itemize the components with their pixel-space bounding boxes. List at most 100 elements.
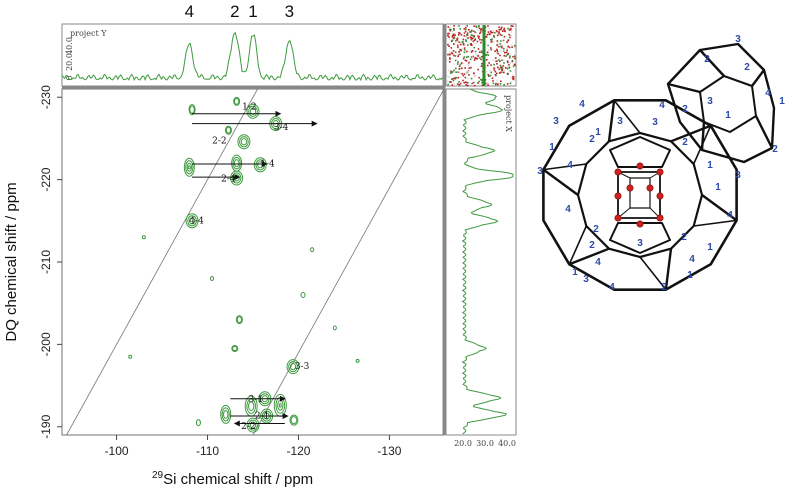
structure-site-label: 2 — [772, 144, 778, 155]
noise-dot — [461, 73, 463, 75]
x-tick-label: -130 — [377, 444, 401, 458]
right-projection-tick-label: 30.0 — [476, 439, 494, 448]
noise-dot — [467, 84, 469, 87]
noise-dot — [491, 40, 493, 43]
contour-ring — [188, 217, 196, 225]
noise-dot — [454, 37, 456, 39]
contour-ring — [248, 105, 258, 117]
atom-red — [656, 214, 664, 222]
structure-site-label: 2 — [589, 240, 595, 251]
noise-dot — [500, 26, 503, 29]
noise-dot — [459, 53, 461, 56]
noise-dot — [495, 66, 497, 69]
noise-dot — [459, 76, 462, 78]
noise-dot — [514, 26, 517, 29]
noise-dot — [468, 64, 470, 66]
noise-dot — [450, 81, 452, 83]
contour-ring — [236, 316, 243, 324]
noise-dot — [503, 62, 505, 64]
noise-dot — [511, 46, 513, 48]
noise-dot — [495, 74, 497, 76]
noise-dot — [466, 81, 469, 84]
noise-dot — [501, 46, 503, 49]
noise-dot — [509, 81, 512, 83]
noise-dot — [494, 70, 497, 73]
noise-dot — [458, 71, 461, 73]
noise-dot — [455, 67, 457, 70]
structure-site-label: 3 — [735, 34, 741, 45]
noise-dot — [507, 65, 509, 68]
noise-dot — [453, 69, 455, 72]
contour-ring — [290, 416, 298, 425]
noise-dot — [470, 83, 473, 86]
contour-ring — [248, 419, 258, 431]
atom-red — [636, 162, 644, 170]
noise-dot — [449, 72, 452, 74]
cross-peak-label: 3-3 — [295, 362, 310, 372]
noise-dot — [477, 35, 479, 37]
noise-dot — [456, 39, 459, 42]
noise-dot — [508, 63, 510, 66]
noise-dot — [497, 83, 499, 85]
noise-dot — [503, 84, 505, 86]
structure-site-label: 3 — [637, 238, 643, 249]
noise-dot — [460, 62, 463, 64]
noise-dot — [452, 50, 455, 52]
noise-dot — [447, 80, 449, 83]
noise-dot — [478, 27, 481, 29]
noise-dot — [466, 32, 469, 34]
noise-dot — [470, 37, 472, 39]
noise-dot — [488, 75, 490, 77]
noise-dot — [489, 74, 492, 77]
noise-dot — [485, 67, 487, 69]
noise-dot — [508, 29, 511, 31]
noise-dot — [495, 48, 498, 51]
noise-dot — [463, 73, 466, 75]
noise-dot — [462, 57, 465, 60]
y-axis-label: DQ chemical shift / ppm — [3, 182, 20, 341]
contour-ring — [286, 359, 300, 375]
noise-dot — [457, 59, 459, 62]
structure-site-label: 4 — [567, 160, 573, 171]
structure-site-label: 3 — [707, 96, 713, 107]
noise-dot — [447, 83, 449, 86]
noise-dot — [479, 57, 481, 59]
noise-dot — [493, 69, 496, 71]
noise-dot — [485, 53, 488, 56]
cage-edge — [609, 222, 671, 254]
noise-dot — [453, 25, 455, 27]
noise-dot — [447, 34, 449, 37]
noise-dot — [496, 34, 499, 37]
noise-dot — [508, 33, 510, 36]
noise-dot — [459, 48, 461, 51]
noise-dot — [451, 31, 454, 33]
cage-edge — [664, 248, 673, 290]
noise-dot — [480, 41, 482, 44]
noise-dot — [467, 28, 469, 31]
cage-edge — [667, 82, 701, 94]
noise-dot — [473, 46, 475, 49]
cross-peak-label: 2-2 — [212, 136, 227, 146]
noise-dot — [501, 69, 504, 71]
cage-edge — [699, 49, 725, 77]
noise-dot — [464, 59, 467, 62]
contour-ring — [235, 315, 243, 325]
noise-dot — [477, 55, 480, 57]
atom-red — [646, 184, 654, 192]
cage-edge — [607, 100, 616, 142]
noise-dot — [500, 45, 502, 48]
noise-dot — [479, 32, 481, 35]
contour-ring — [224, 125, 232, 135]
structure-site-label: 1 — [595, 127, 601, 138]
noise-dot — [498, 59, 500, 61]
noise-dot — [473, 84, 476, 87]
noise-dot — [456, 38, 458, 40]
noise-dot — [463, 47, 466, 49]
cross-peak-label: 2-2 — [241, 422, 256, 432]
noise-dot — [459, 32, 461, 35]
noise-dot — [450, 78, 453, 80]
noise-dot — [472, 30, 475, 32]
y-tick-label: -210 — [39, 250, 53, 274]
y-tick-label: -200 — [39, 332, 53, 356]
